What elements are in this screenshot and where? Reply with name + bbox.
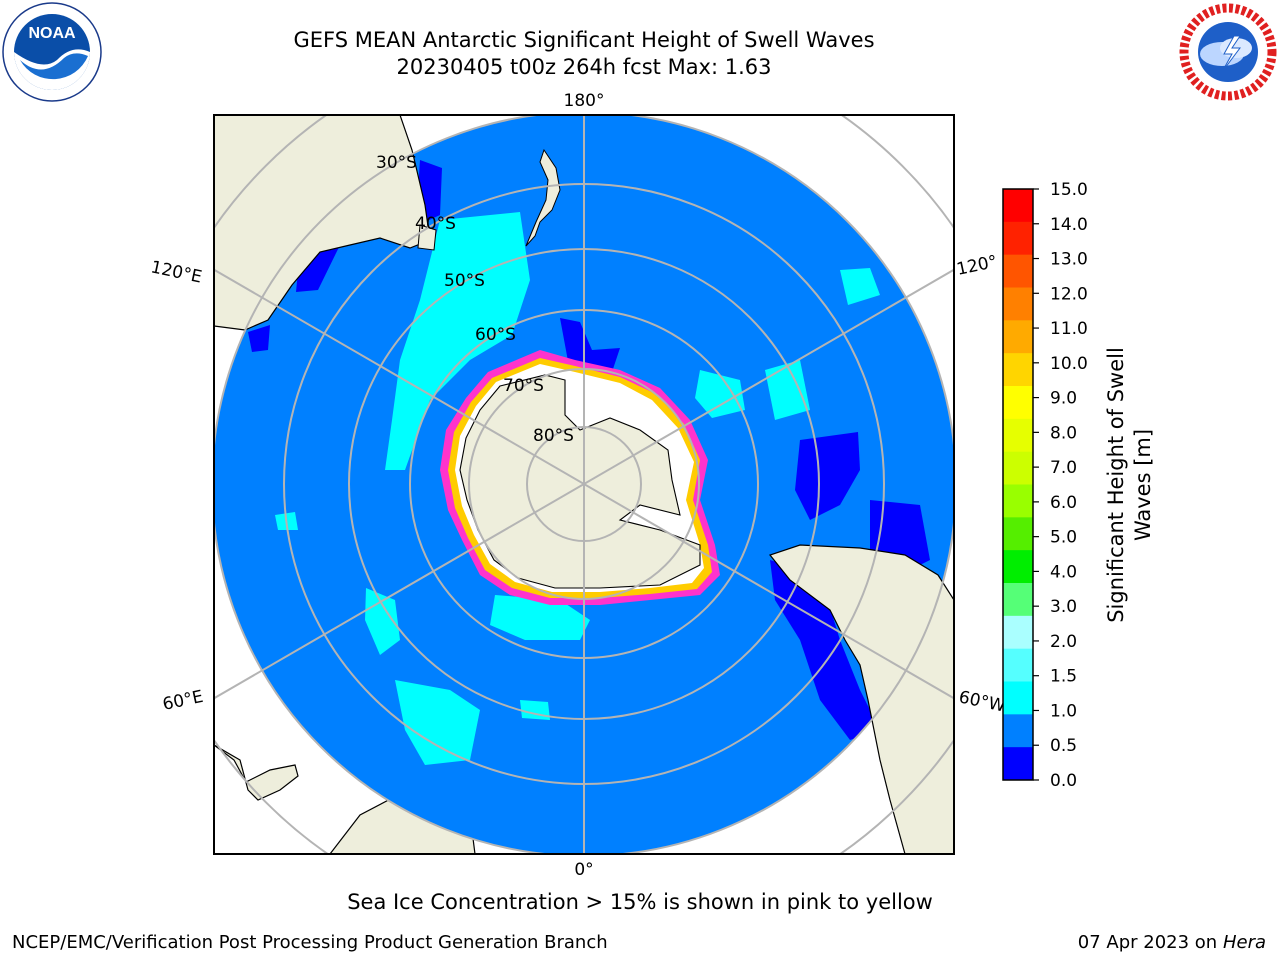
colorbar-swatch bbox=[1003, 353, 1033, 387]
swell-patches-light bbox=[275, 212, 880, 765]
colorbar-tick-label: 0.0 bbox=[1050, 771, 1077, 791]
colorbar-tick-label: 9.0 bbox=[1050, 389, 1077, 409]
colorbar-swatch bbox=[1003, 189, 1033, 223]
colorbar-swatch bbox=[1003, 648, 1033, 682]
colorbar-tick-label: 3.0 bbox=[1050, 597, 1077, 617]
colorbar-label-line2: Waves [m] bbox=[1131, 429, 1155, 541]
colorbar-swatch bbox=[1003, 287, 1033, 321]
lat-label-50s: 50°S bbox=[444, 271, 485, 291]
colorbar-swatch bbox=[1003, 320, 1033, 354]
sea-ice-note: Sea Ice Concentration > 15% is shown in … bbox=[347, 890, 933, 914]
noaa-logo-icon: NOAA bbox=[2, 2, 102, 102]
colorbar-tick-label: 5.0 bbox=[1050, 528, 1077, 548]
lat-label-70s: 70°S bbox=[503, 376, 544, 396]
colorbar-tick-label: 13.0 bbox=[1050, 250, 1088, 270]
lon-label-120e: 120°E bbox=[149, 257, 204, 287]
colorbar-swatch bbox=[1003, 254, 1033, 288]
colorbar: 15.0 14.0 13.0 12.0 11.0 10.0 9.0 8.0 7.0 6.0 5.0 4… bbox=[1002, 180, 1088, 791]
africa bbox=[214, 744, 299, 854]
antarctica bbox=[440, 350, 720, 605]
colorbar-swatch bbox=[1003, 221, 1033, 256]
colorbar-tick-label: 15.0 bbox=[1050, 180, 1088, 200]
host-name: Hera bbox=[1222, 932, 1266, 953]
lon-label-180: 180° bbox=[564, 91, 605, 111]
colorbar-swatch bbox=[1003, 615, 1033, 650]
lat-label-40s: 40°S bbox=[415, 214, 456, 234]
credit-line: NCEP/EMC/Verification Post Processing Pr… bbox=[12, 932, 608, 953]
colorbar-tick-label: 8.0 bbox=[1050, 423, 1077, 443]
chart-subtitle: 20230405 t00z 264h fcst Max: 1.63 bbox=[396, 55, 772, 79]
lat-label-80s: 80°S bbox=[533, 426, 574, 446]
colorbar-tick-label: 6.0 bbox=[1050, 493, 1077, 513]
lon-label-120w: 120° bbox=[955, 252, 999, 280]
run-date: 07 Apr 2023 on bbox=[1077, 932, 1218, 953]
colorbar-tick-label: 1.5 bbox=[1050, 667, 1077, 687]
colorbar-swatch bbox=[1003, 747, 1033, 781]
lat-label-60s: 60°S bbox=[475, 325, 516, 345]
colorbar-swatch bbox=[1003, 583, 1033, 617]
colorbar-tick-label: 11.0 bbox=[1050, 319, 1088, 339]
date-line: 07 Apr 2023 on Hera bbox=[1078, 932, 1266, 953]
colorbar-label-line1: Significant Height of Swell bbox=[1104, 347, 1128, 623]
graticule bbox=[214, 115, 954, 854]
colorbar-tick-label: 2.0 bbox=[1050, 632, 1077, 652]
lon-label-0: 0° bbox=[574, 860, 593, 880]
colorbar-swatch bbox=[1003, 451, 1033, 485]
colorbar-tick-label: 12.0 bbox=[1050, 284, 1088, 304]
colorbar-tick-label: 14.0 bbox=[1050, 215, 1088, 235]
noaa-logo-text: NOAA bbox=[28, 25, 76, 42]
colorbar-swatch bbox=[1003, 386, 1033, 420]
colorbar-swatch bbox=[1003, 517, 1033, 551]
colorbar-frame bbox=[1002, 188, 1034, 781]
colorbar-tick-label: 1.0 bbox=[1050, 701, 1077, 721]
lon-label-60w: 60°W bbox=[957, 687, 1007, 716]
colorbar-swatch bbox=[1003, 418, 1033, 453]
lat-label-30s: 30°S bbox=[376, 153, 417, 173]
map-frame bbox=[213, 114, 955, 855]
colorbar-tick-label: 0.5 bbox=[1050, 736, 1077, 756]
lon-label-60e: 60°E bbox=[161, 687, 205, 715]
nws-logo-icon bbox=[1179, 3, 1277, 101]
colorbar-tick-label: 10.0 bbox=[1050, 354, 1088, 374]
colorbar-swatch bbox=[1003, 681, 1033, 715]
colorbar-swatch bbox=[1003, 550, 1033, 584]
chart-title: GEFS MEAN Antarctic Significant Height o… bbox=[293, 28, 875, 52]
colorbar-swatch bbox=[1003, 714, 1033, 748]
colorbar-tick-label: 7.0 bbox=[1050, 458, 1077, 478]
colorbar-swatch bbox=[1003, 484, 1033, 518]
colorbar-tick-label: 4.0 bbox=[1050, 562, 1077, 582]
